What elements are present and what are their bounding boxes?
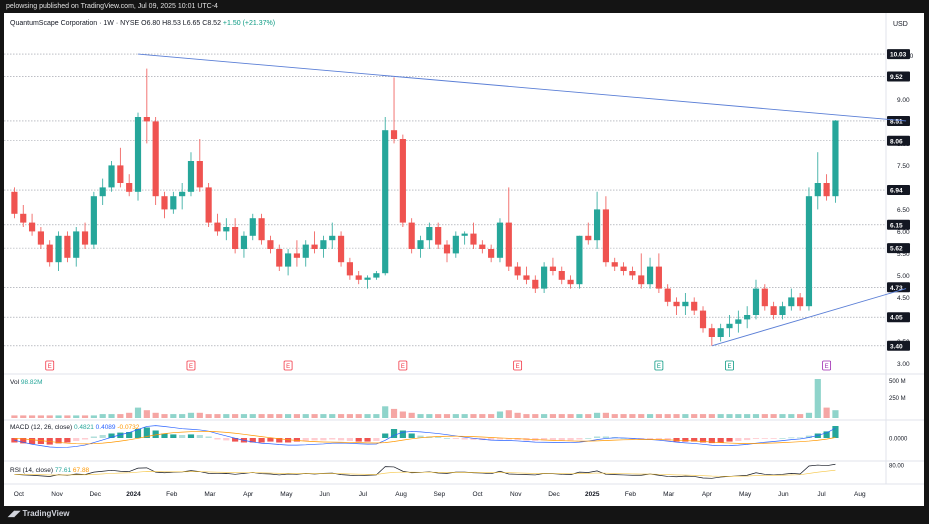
chart-area[interactable] — [4, 13, 924, 506]
volume-legend[interactable]: Vol 98.82M — [10, 379, 43, 386]
symbol-title[interactable]: QuantumScape Corporation · 1W · NYSE O6.… — [10, 20, 275, 27]
macd-signal-value: 0.4089 — [95, 424, 116, 431]
rsi-label: RSI (14, close) — [10, 467, 53, 474]
tradingview-logo[interactable]: ◢◤ TradingView — [8, 509, 70, 518]
macd-legend[interactable]: MACD (12, 26, close) 0.4821 0.4089 -0.07… — [10, 424, 139, 431]
volume-label: Vol — [10, 379, 20, 386]
ohlc-high: H8.53 — [162, 20, 181, 27]
rsi-value: 77.61 — [54, 467, 72, 474]
publisher-line: pelowsing published on TradingView.com, … — [6, 3, 218, 10]
volume-value: 98.82M — [20, 379, 43, 386]
currency-label[interactable]: USD — [893, 21, 908, 28]
ohlc-open: O6.80 — [141, 20, 161, 27]
macd-label: MACD (12, 26, close) — [10, 424, 73, 431]
ohlc-low: L6.65 — [182, 20, 201, 27]
tradingview-logo-icon: ◢◤ — [8, 509, 23, 518]
ohlc-close: C8.52 — [202, 20, 221, 27]
macd-value: 0.4821 — [73, 424, 94, 431]
macd-hist-value: -0.0732 — [117, 424, 140, 431]
rsi-legend[interactable]: RSI (14, close) 77.61 67.88 — [10, 467, 89, 474]
instrument-name: QuantumScape Corporation · 1W · NYSE — [10, 20, 140, 27]
brand-name: TradingView — [22, 509, 70, 518]
rsi-ma-value: 67.88 — [72, 467, 90, 474]
price-change: +1.50 (+21.37%) — [222, 20, 276, 27]
